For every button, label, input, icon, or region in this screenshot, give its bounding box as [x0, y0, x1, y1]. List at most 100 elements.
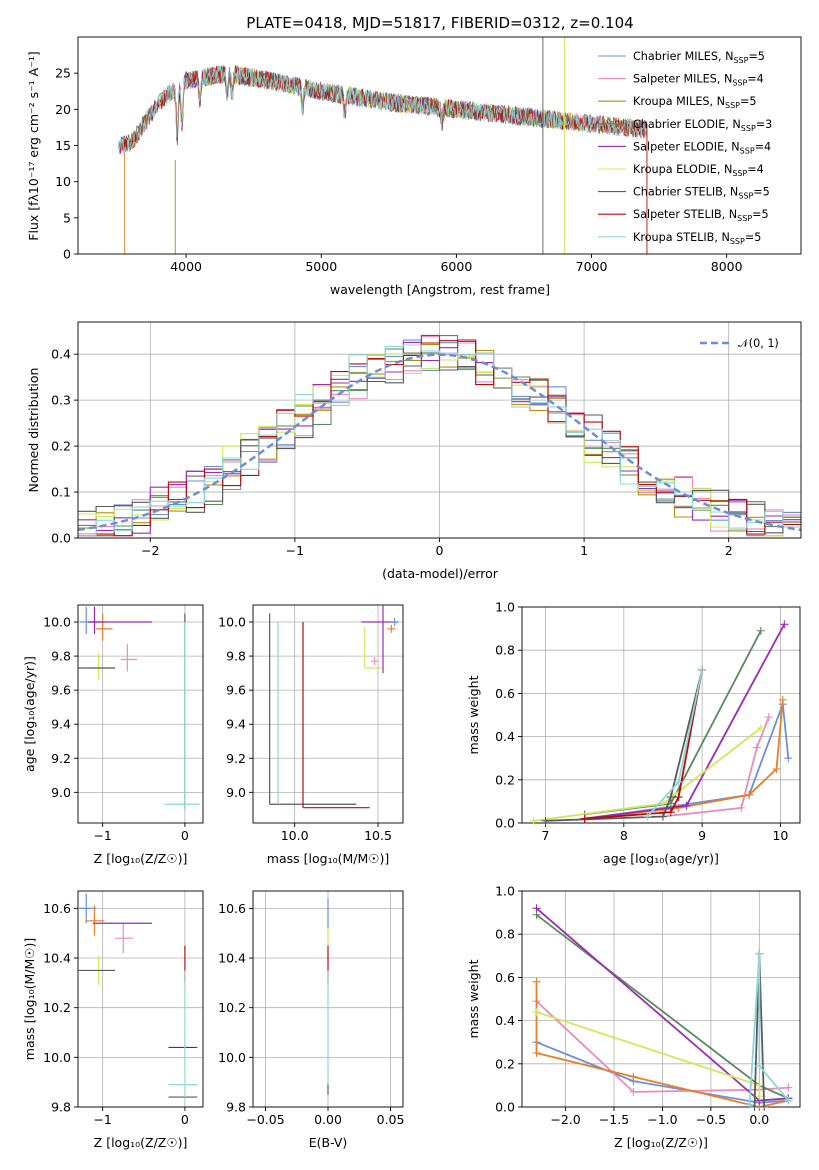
series-marker-chabrier_miles [784, 754, 793, 763]
mass-ebv-panel-frame [252, 890, 404, 1108]
y-tick-label: 9.0 [51, 785, 71, 800]
y-tick-label: 9.2 [226, 751, 246, 766]
residual-histogram-kroupa_stelib [78, 344, 801, 537]
y-tick-label: 10.0 [43, 615, 71, 630]
x-tick-label: −1.0 [647, 1112, 677, 1127]
y-tick-label: 9.6 [226, 683, 246, 698]
series-line-salpeter_miles [662, 716, 770, 818]
mass-z-panel-frame [77, 890, 204, 1108]
series-marker-salpeter_miles [764, 713, 773, 722]
legend-text: =4 [747, 163, 764, 176]
legend-sub: SSP [737, 214, 752, 223]
mass-z-panel: −1 0 9.8 10.0 10.2 10.4 10.6 Z [log₁₀(Z/Z☉)] mas… [22, 890, 204, 1150]
y-tick-label: 5 [63, 210, 71, 225]
legend-sub: SSP [732, 169, 747, 178]
y-tick-label: 0.0 [495, 1100, 515, 1115]
x-tick-label: 0.05 [377, 1112, 405, 1127]
legend-text: Salpeter ELODIE, N [633, 140, 740, 153]
legend-label-salpeter_stelib: Salpeter STELIB, NSSP=5 [633, 208, 769, 223]
legend-text: =4 [747, 73, 764, 86]
y-tick-label: 0.4 [495, 1013, 515, 1028]
y-tick-label: 9.4 [51, 717, 71, 732]
series-marker-kroupa_stelib [643, 812, 652, 821]
residual-xlabel: (data-model)/error [382, 566, 499, 581]
y-tick-label: 10.6 [43, 901, 71, 916]
legend-text: Chabrier STELIB, N [633, 186, 738, 199]
series-line-salpeter_stelib [584, 669, 703, 820]
y-tick-label: 0.4 [495, 729, 515, 744]
age-mass-panel-frame [252, 604, 404, 824]
y-tick-label: 0.3 [51, 393, 71, 408]
weight-age-panel-ylabel: mass weight [466, 675, 481, 754]
weight-z-panel-xlabel: Z [log₁₀(Z/Z☉)] [614, 1135, 708, 1150]
series-marker-kroupa_stelib [698, 665, 707, 674]
series-marker-kroupa_stelib [755, 1061, 764, 1070]
age-z-panel-frame [77, 604, 204, 824]
y-tick-label: 10.2 [43, 1000, 71, 1015]
series-marker-orange [532, 1049, 541, 1057]
x-tick-label: 7000 [576, 259, 608, 274]
series-marker-salpeter_elodie [532, 904, 541, 913]
series-marker-salpeter_miles [737, 803, 746, 812]
x-tick-label: 0.0 [749, 1112, 769, 1127]
age-mass-panel: 10.0 10.5 9.0 9.2 9.4 9.6 9.8 10.0 mass [log₁₀(M… [218, 604, 404, 866]
x-tick-label: 0 [436, 543, 444, 558]
y-tick-label: 0.2 [495, 1056, 515, 1071]
y-tick-label: 15 [55, 138, 71, 153]
marker-salpeter_miles [370, 657, 379, 666]
series-marker-salpeter_miles [752, 743, 761, 752]
y-tick-label: 1.0 [495, 600, 515, 615]
series-marker-chabrier_stelib [760, 1103, 769, 1111]
mass-ebv-panel-xlabel: E(B-V) [309, 1135, 348, 1150]
series-marker-chabrier_stelib [658, 812, 667, 821]
legend-text: =5 [745, 231, 762, 244]
legend-label-kroupa_stelib: Kroupa STELIB, NSSP=5 [633, 231, 761, 246]
series-marker-kroupa_elodie [756, 723, 765, 732]
x-tick-label: 10.5 [364, 828, 392, 843]
legend-text: Chabrier ELODIE, N [633, 118, 741, 131]
legend-text: Kroupa ELODIE, N [633, 163, 732, 176]
legend-label-kroupa_elodie: Kroupa ELODIE, NSSP=4 [633, 163, 764, 178]
legend-label-salpeter_elodie: Salpeter ELODIE, NSSP=4 [633, 140, 771, 155]
spectrum-frame [77, 36, 802, 255]
spectrum-line-kroupa_stelib [118, 65, 648, 152]
y-tick-label: 0.8 [495, 643, 515, 658]
legend-sub: SSP [732, 79, 747, 88]
legend-sub: SSP [740, 146, 755, 155]
series-marker-kroupa_stelib [674, 777, 683, 786]
y-tick-label: 9.0 [226, 785, 246, 800]
legend-sub: SSP [730, 237, 745, 246]
legend-text: Kroupa MILES, N [633, 95, 725, 108]
series-marker-orange [772, 765, 781, 773]
x-tick-label: −1.5 [599, 1112, 629, 1127]
legend-label-kroupa_miles: Kroupa MILES, NSSP=5 [633, 95, 756, 110]
y-tick-label: 10.0 [218, 1050, 246, 1065]
residual-frame [77, 321, 802, 539]
x-tick-label: −1 [93, 828, 111, 843]
series-line-chabrier_stelib [545, 669, 703, 822]
y-tick-label: 10 [55, 174, 71, 189]
x-tick-label: −1 [93, 1112, 111, 1127]
y-tick-label: 0.8 [495, 927, 515, 942]
series-line-salpeter_miles [535, 1000, 789, 1093]
x-tick-label: −2.0 [550, 1112, 580, 1127]
series-marker-salpeter_stelib [674, 793, 683, 802]
spectrum-xlabel: wavelength [Angstrom, rest frame] [330, 282, 550, 297]
legend-label-chabrier_elodie: Chabrier ELODIE, NSSP=3 [633, 118, 772, 133]
y-tick-label: 9.8 [51, 1100, 71, 1115]
legend-text: =3 [756, 118, 773, 131]
series-marker-orange [532, 977, 541, 986]
series-marker-kroupa_stelib [745, 1100, 754, 1109]
legend-sub: SSP [725, 101, 740, 110]
series-marker-kroupa_stelib [784, 1096, 793, 1105]
legend-sub: SSP [738, 192, 753, 201]
y-tick-label: 20 [55, 102, 71, 117]
series-marker-chabrier_stelib [750, 1103, 759, 1111]
legend-text: Salpeter MILES, N [633, 73, 732, 86]
mass-z-panel-xlabel: Z [log₁₀(Z/Z☉)] [94, 1135, 188, 1150]
series-marker-kroupa_elodie [658, 799, 667, 808]
y-tick-label: 9.2 [51, 751, 71, 766]
series-marker-orange [778, 695, 787, 704]
